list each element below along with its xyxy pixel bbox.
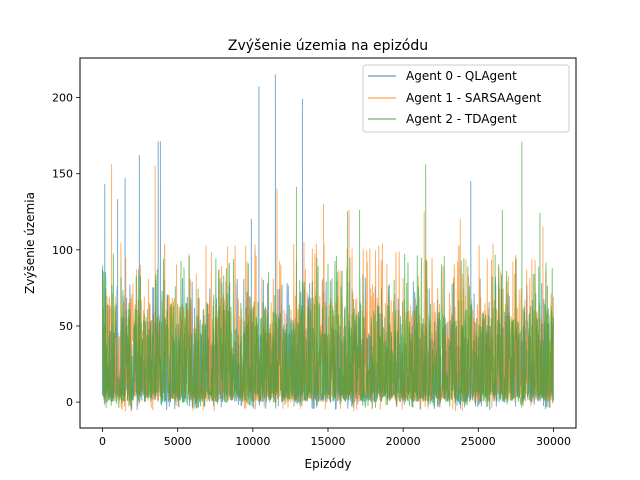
series-line-agent-2 (102, 141, 554, 409)
y-tick-label: 150 (52, 168, 73, 181)
y-tick-label: 0 (66, 396, 73, 409)
x-tick-label: 0 (99, 435, 106, 448)
x-tick-label: 30000 (536, 435, 571, 448)
x-axis-label: Epizódy (305, 457, 352, 471)
chart-title: Zvýšenie územia na epizódu (228, 38, 428, 54)
legend: Agent 0 - QLAgent Agent 1 - SARSAAgent A… (362, 64, 570, 133)
series-layer (101, 74, 554, 412)
legend-box (362, 64, 570, 133)
x-axis-ticks: 0 5000 10000 15000 20000 25000 30000 (99, 428, 571, 448)
x-tick-label: 25000 (461, 435, 496, 448)
y-tick-label: 200 (52, 92, 73, 105)
x-tick-label: 15000 (311, 435, 346, 448)
x-tick-label: 10000 (235, 435, 270, 448)
y-tick-label: 50 (59, 320, 73, 333)
legend-label-agent-2: Agent 2 - TDAgent (406, 112, 517, 126)
legend-label-agent-1: Agent 1 - SARSAAgent (406, 91, 542, 105)
legend-label-agent-0: Agent 0 - QLAgent (406, 69, 517, 83)
x-tick-label: 5000 (164, 435, 192, 448)
y-axis-label: Zvýšenie územia (23, 192, 37, 294)
x-tick-label: 20000 (386, 435, 421, 448)
y-axis-ticks: 0 50 100 150 200 (52, 92, 80, 409)
y-tick-label: 100 (52, 244, 73, 257)
